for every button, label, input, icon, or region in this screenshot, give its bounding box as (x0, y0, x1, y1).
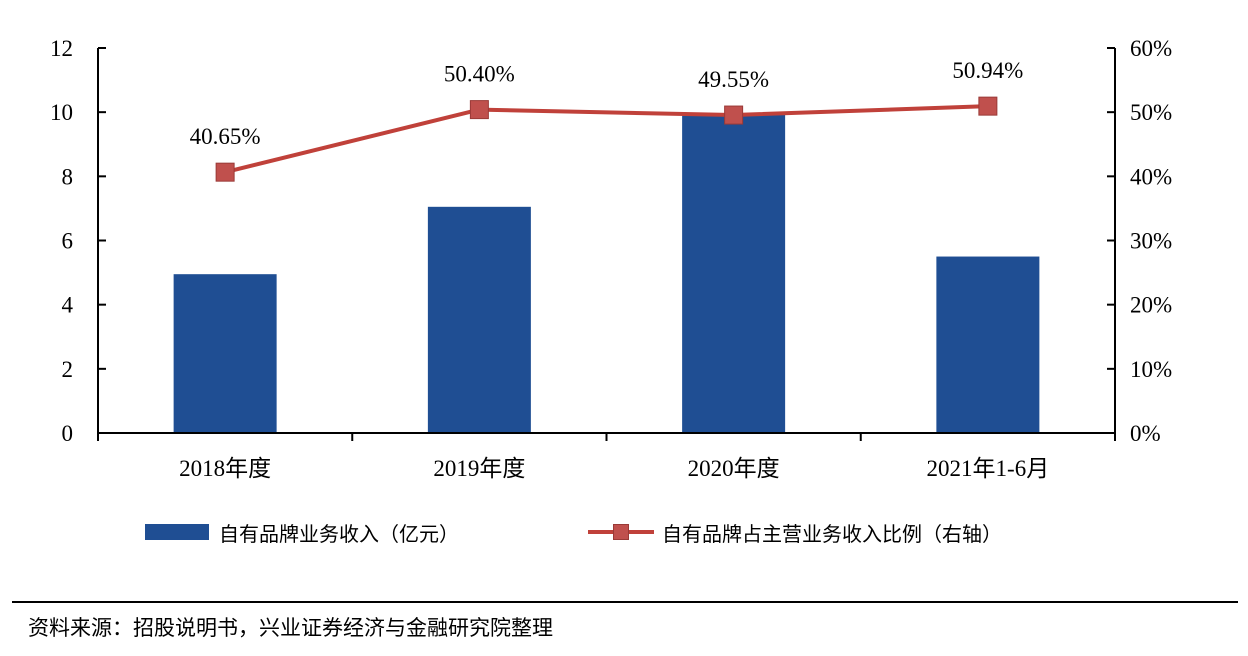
ratio-line (224, 104, 988, 175)
data-label-2: 49.55% (698, 67, 769, 92)
ratio-marker-0 (215, 162, 235, 182)
y-right-tick-label-0: 0% (1130, 421, 1161, 446)
bar-1 (427, 206, 531, 433)
y-right-tick-label-3: 30% (1130, 229, 1172, 254)
bar-3 (936, 256, 1040, 433)
source-divider (12, 601, 1238, 603)
labels-layer: 40.65% 50.40% 49.55% 50.94% (190, 58, 1024, 149)
data-label-1: 50.40% (444, 62, 515, 87)
ratio-marker-3 (978, 96, 998, 116)
y-left-tick-label-2: 4 (62, 293, 74, 318)
y-right-tick-label-2: 20% (1130, 293, 1172, 318)
legend-bar-swatch (145, 524, 209, 540)
y-left-tick-label-1: 2 (62, 357, 74, 382)
legend-line-label: 自有品牌占主营业务收入比例（右轴） (662, 521, 1002, 546)
legend-line-swatch (588, 524, 654, 540)
x-tick-label-1: 2019年度 (433, 456, 525, 481)
y-right-tick-label-5: 50% (1130, 100, 1172, 125)
y-right-tick-label-4: 40% (1130, 164, 1172, 189)
legend: 自有品牌业务收入（亿元） 自有品牌占主营业务收入比例（右轴） (0, 515, 1248, 549)
y-left-tick-label-6: 12 (50, 36, 73, 61)
bar-0 (173, 274, 277, 433)
y-left-tick-label-3: 6 (62, 229, 74, 254)
legend-bar-label: 自有品牌业务收入（亿元） (219, 521, 459, 546)
source-note: 资料来源：招股说明书，兴业证券经济与金融研究院整理 (28, 616, 553, 640)
legend-item-line: 自有品牌占主营业务收入比例（右轴） (588, 515, 1002, 549)
bar-2 (682, 113, 786, 433)
y-right-tick-label-1: 10% (1130, 357, 1172, 382)
axes-layer: 0 2 4 6 8 10 12 0% 10% 20% 30% 40% 50% 60% 2018年度 2019年… (50, 36, 1172, 481)
y-right-tick-label-6: 60% (1130, 36, 1172, 61)
line-layer (215, 96, 998, 182)
ratio-marker-1 (469, 100, 489, 120)
y-left-tick-label-4: 8 (62, 164, 74, 189)
data-label-0: 40.65% (190, 124, 261, 149)
data-label-3: 50.94% (952, 58, 1023, 83)
x-tick-label-0: 2018年度 (179, 456, 271, 481)
ratio-marker-2 (724, 105, 744, 125)
legend-line-marker (613, 524, 629, 540)
y-left-tick-label-5: 10 (50, 100, 73, 125)
legend-item-bar: 自有品牌业务收入（亿元） (145, 515, 459, 549)
bars-layer (173, 113, 1040, 433)
x-tick-label-2: 2020年度 (688, 456, 780, 481)
combo-chart: 0 2 4 6 8 10 12 0% 10% 20% 30% 40% 50% 60% 2018年度 2019年… (50, 36, 1172, 481)
y-left-tick-label-0: 0 (62, 421, 74, 446)
x-tick-label-3: 2021年1-6月 (927, 456, 1050, 481)
